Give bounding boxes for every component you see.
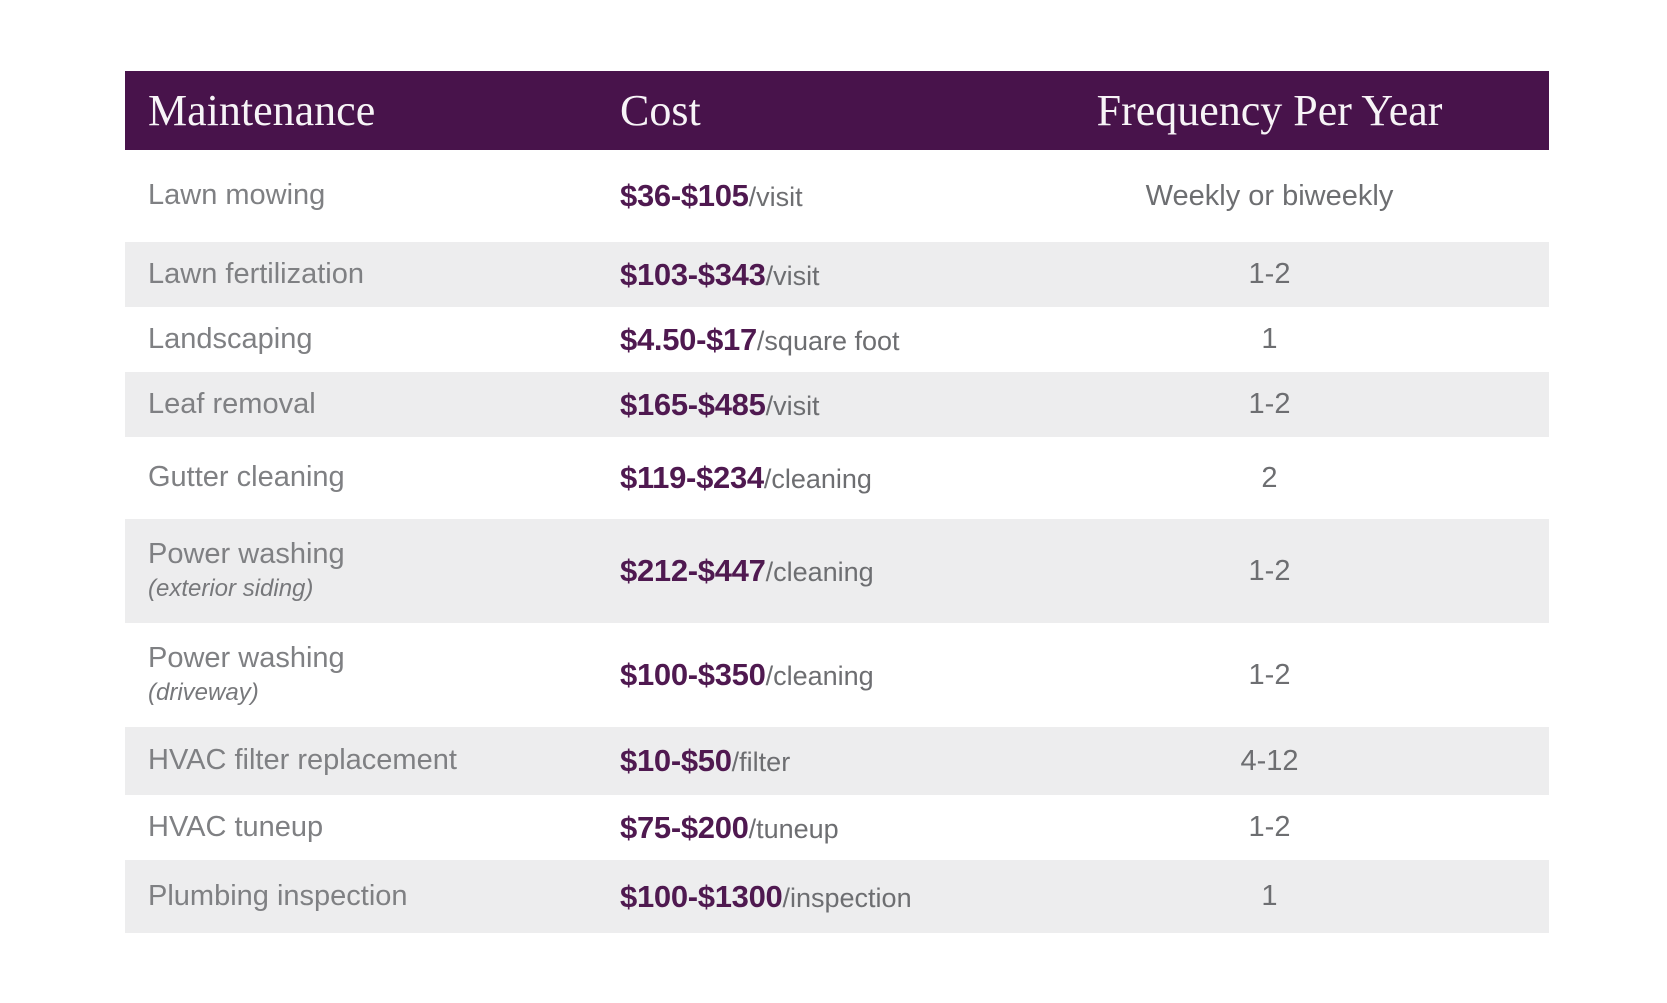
maintenance-name: Power washing — [148, 538, 345, 571]
maintenance-name: Landscaping — [148, 322, 313, 355]
maintenance-name: HVAC filter replacement — [148, 744, 457, 777]
header-maintenance: Maintenance — [148, 86, 376, 135]
maintenance-name: Lawn mowing — [148, 179, 326, 212]
table-row: Power washing (exterior siding) $212-$44… — [125, 519, 1549, 623]
frequency-value: Weekly or biweekly — [1145, 179, 1394, 212]
cost-unit: /visit — [748, 182, 803, 212]
maintenance-subtitle: (driveway) — [148, 678, 259, 706]
maintenance-name: HVAC tuneup — [148, 810, 324, 843]
table-row: Plumbing inspection $100-$1300/inspectio… — [125, 860, 1549, 933]
maintenance-name: Leaf removal — [148, 387, 316, 420]
header-frequency: Frequency Per Year — [1096, 86, 1443, 135]
table-row: Lawn mowing $36-$105/visit Weekly or biw… — [125, 150, 1549, 242]
maintenance-name: Gutter cleaning — [148, 461, 345, 494]
cost-unit: /tuneup — [748, 813, 839, 844]
cost-unit: /inspection — [782, 882, 912, 913]
table-row: Gutter cleaning $119-$234/cleaning 2 — [125, 437, 1549, 519]
cost-value: $75-$200 — [620, 809, 749, 845]
maintenance-name: Power washing — [148, 642, 345, 675]
table-header-row: Maintenance Cost Frequency Per Year — [125, 71, 1549, 150]
cost-value: $100-$350 — [620, 657, 766, 692]
frequency-value: 1-2 — [1248, 811, 1291, 843]
cost-value: $100-$1300 — [620, 878, 783, 914]
frequency-value: 4-12 — [1240, 744, 1299, 777]
cost-unit: /cleaning — [763, 464, 872, 494]
cost-value: $165-$485 — [620, 386, 766, 422]
frequency-value: 1-2 — [1248, 258, 1291, 290]
cost-unit: /cleaning — [765, 557, 874, 587]
cost-value: $212-$447 — [620, 553, 766, 588]
frequency-value: 1-2 — [1248, 554, 1291, 587]
cost-value: $103-$343 — [620, 256, 766, 292]
cost-unit: /visit — [765, 260, 820, 291]
frequency-value: 2 — [1261, 461, 1278, 494]
header-cost: Cost — [620, 86, 701, 135]
table-row: Lawn fertilization $103-$343/visit 1-2 — [125, 242, 1549, 307]
maintenance-name: Lawn fertilization — [148, 257, 364, 290]
frequency-value: 1-2 — [1248, 658, 1291, 691]
frequency-value: 1-2 — [1248, 388, 1291, 420]
table-row: HVAC tuneup $75-$200/tuneup 1-2 — [125, 795, 1549, 860]
cost-unit: /square foot — [756, 325, 900, 356]
frequency-value: 1 — [1261, 880, 1278, 912]
table-row: Leaf removal $165-$485/visit 1-2 — [125, 372, 1549, 437]
cost-value: $4.50-$17 — [620, 321, 757, 357]
maintenance-name: Plumbing inspection — [148, 879, 408, 912]
cost-unit: /filter — [731, 747, 791, 777]
table-row: Landscaping $4.50-$17/square foot 1 — [125, 307, 1549, 372]
cost-value: $10-$50 — [620, 743, 732, 778]
table-row: Power washing (driveway) $100-$350/clean… — [125, 623, 1549, 727]
cost-unit: /cleaning — [765, 661, 874, 691]
cost-value: $36-$105 — [620, 178, 749, 213]
cost-unit: /visit — [765, 390, 820, 421]
table-row: HVAC filter replacement $10-$50/filter 4… — [125, 727, 1549, 795]
maintenance-table: Maintenance Cost Frequency Per Year Lawn… — [125, 71, 1549, 933]
maintenance-subtitle: (exterior siding) — [148, 574, 314, 602]
cost-value: $119-$234 — [620, 460, 764, 495]
frequency-value: 1 — [1261, 323, 1278, 355]
